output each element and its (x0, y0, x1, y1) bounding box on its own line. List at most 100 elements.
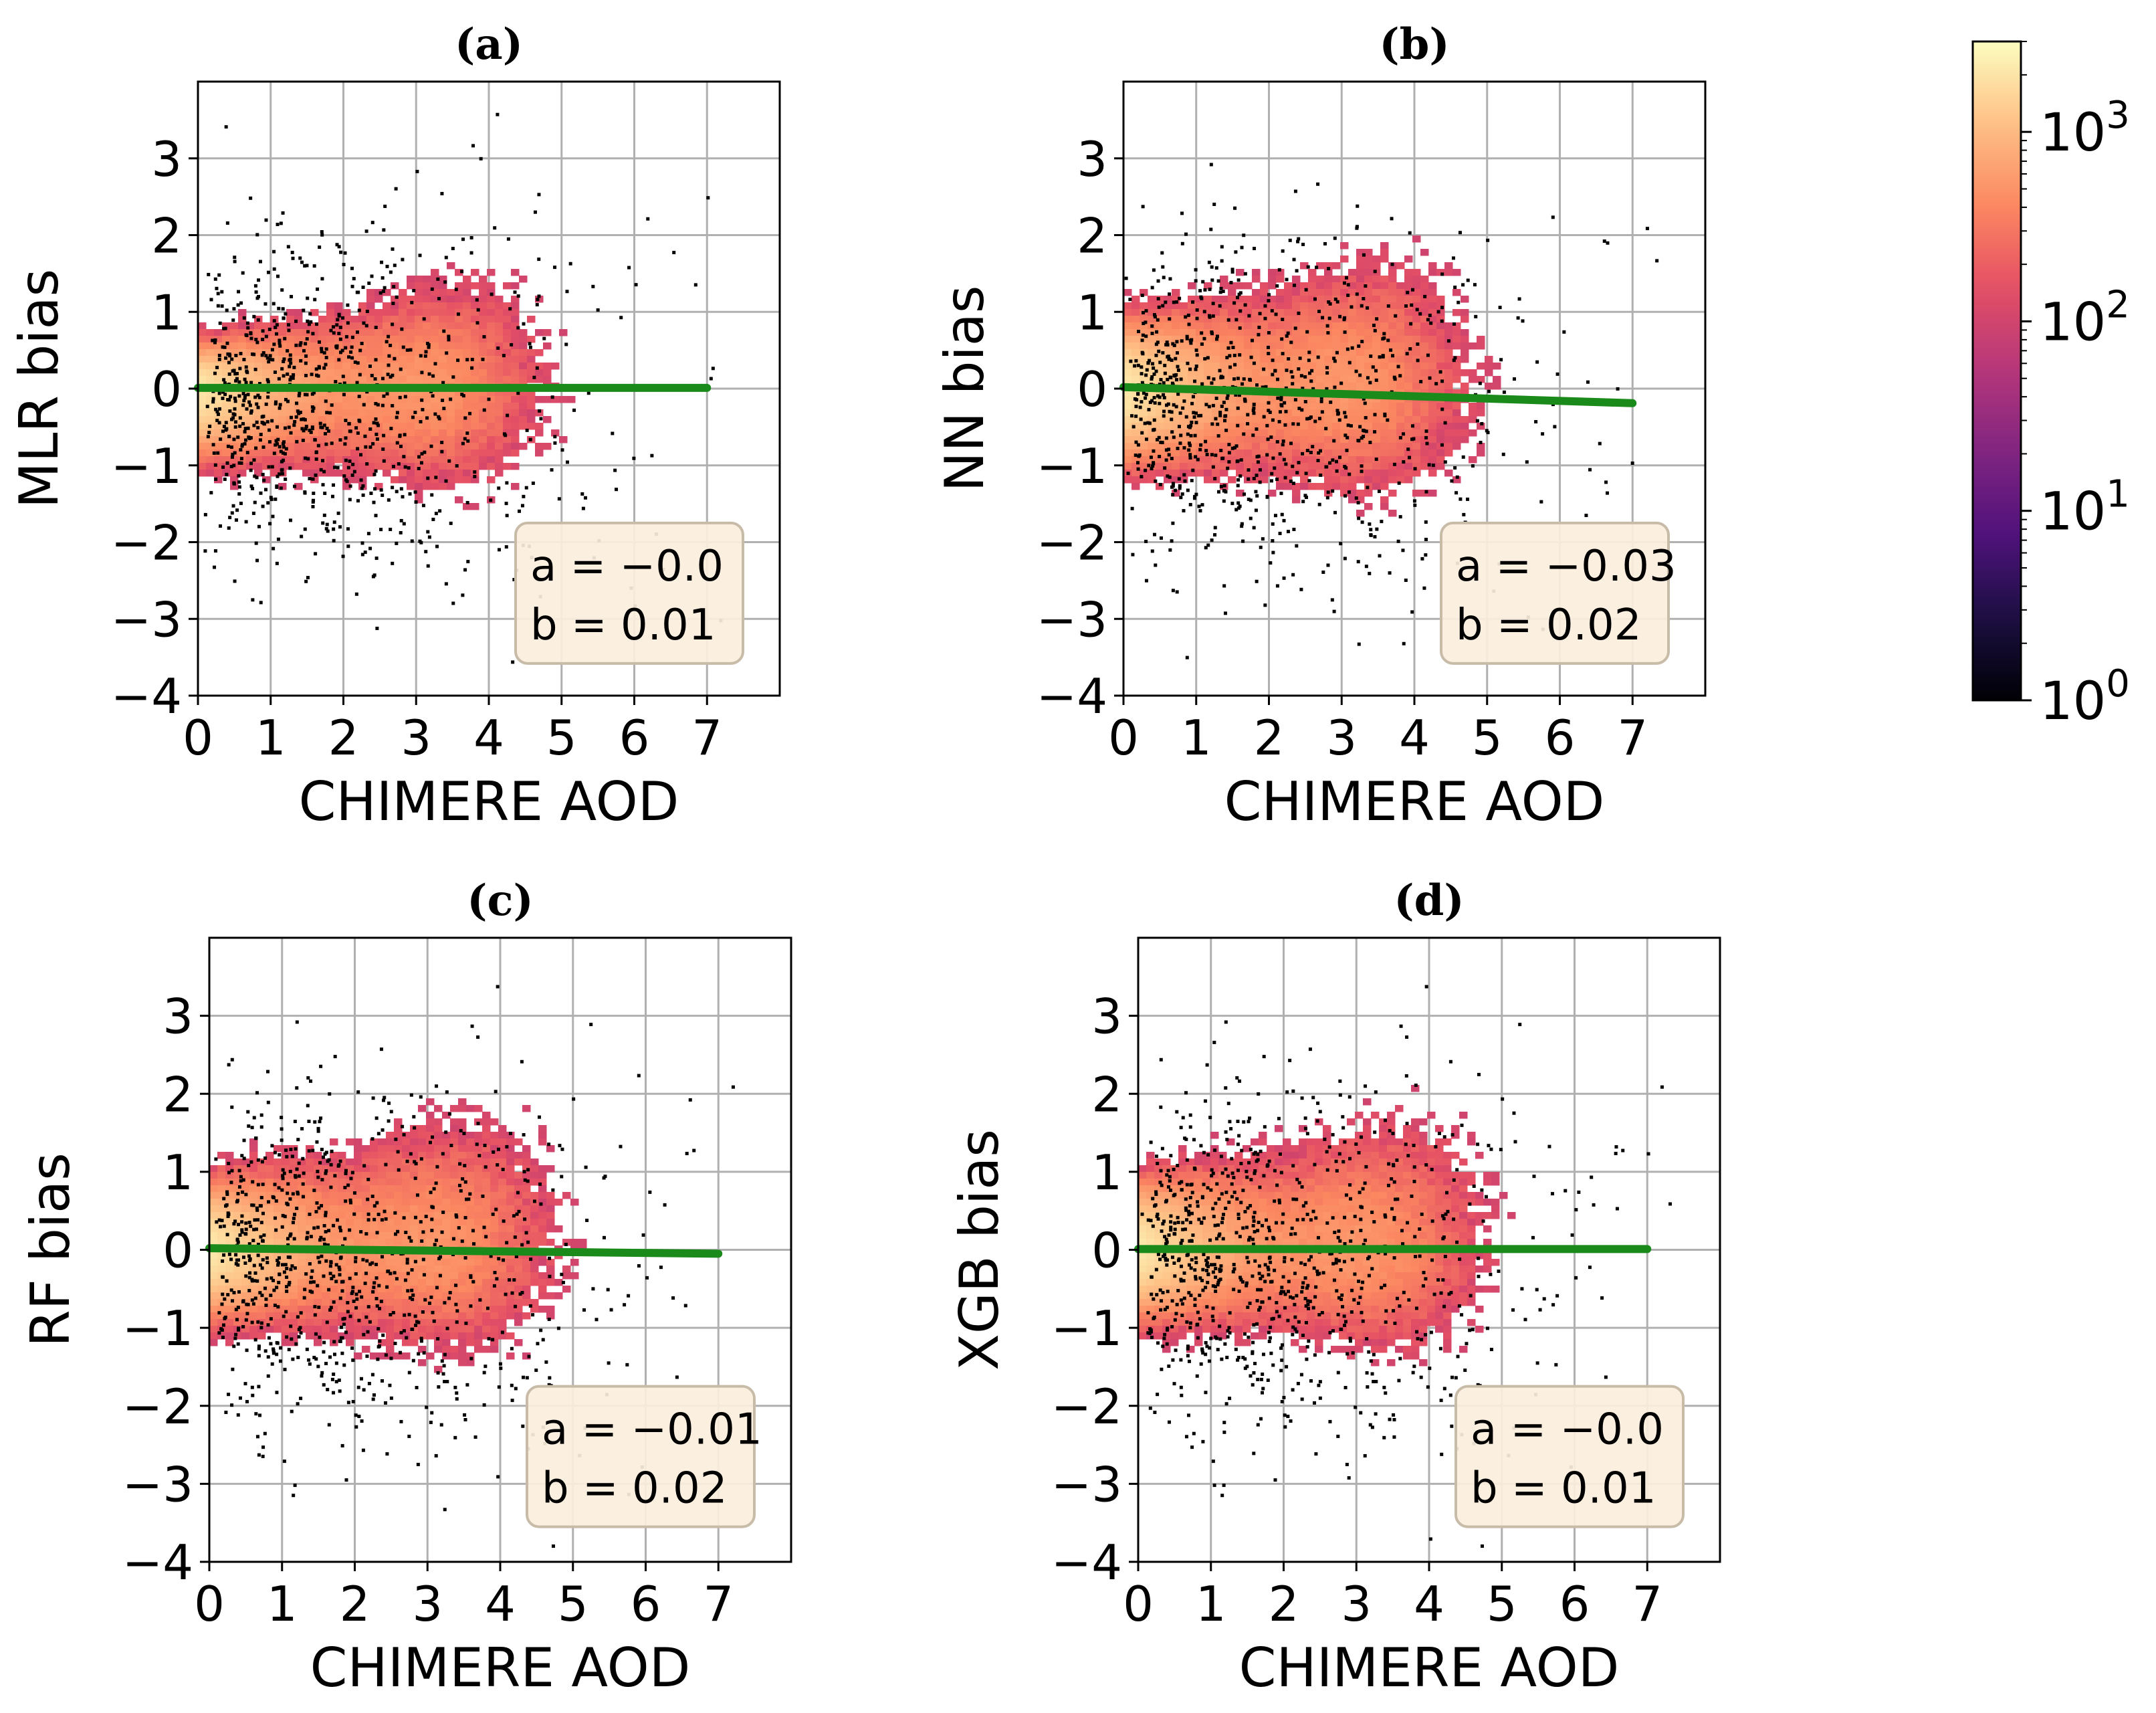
scatter-point (230, 511, 234, 515)
scatter-point (391, 247, 395, 251)
density-cell (278, 409, 287, 417)
scatter-point (1271, 359, 1275, 363)
scatter-point (361, 493, 365, 497)
density-cell (198, 463, 207, 470)
density-cell (1292, 449, 1301, 457)
scatter-point (1358, 425, 1362, 429)
scatter-point (255, 402, 259, 406)
density-cell (479, 416, 488, 423)
density-cell (354, 1286, 362, 1293)
density-cell (306, 1312, 314, 1320)
density-cell (1364, 403, 1373, 410)
density-cell (322, 1192, 330, 1199)
density-cell (479, 309, 488, 316)
density-cell (362, 1225, 370, 1233)
density-cell (246, 376, 255, 383)
density-cell (431, 296, 439, 303)
scatter-point (1269, 479, 1273, 483)
density-cell (1420, 309, 1429, 316)
density-cell (519, 389, 528, 397)
scatter-point (320, 233, 324, 237)
density-cell (1292, 282, 1301, 290)
density-cell (254, 416, 263, 423)
density-cell (463, 302, 471, 310)
density-cell (415, 376, 423, 383)
density-cell (362, 1239, 370, 1246)
density-cell (222, 429, 231, 437)
density-cell (447, 409, 455, 417)
density-cell (519, 342, 528, 350)
density-cell (1316, 329, 1325, 336)
density-cell (1436, 342, 1445, 350)
density-cell (1356, 249, 1365, 256)
y-tick-label: 3 (1077, 131, 1107, 187)
scatter-point (391, 373, 395, 377)
density-cell (241, 1199, 250, 1206)
scatter-point (1427, 463, 1431, 467)
scatter-point (280, 367, 284, 371)
density-cell (1172, 309, 1180, 316)
scatter-point (1233, 206, 1237, 210)
scatter-point (1366, 376, 1370, 380)
density-cell (455, 342, 463, 350)
density-cell (415, 463, 423, 470)
density-cell (1260, 349, 1269, 357)
scatter-point (431, 374, 435, 378)
density-cell (1292, 456, 1301, 464)
density-cell (415, 389, 423, 397)
density-cell (238, 436, 247, 443)
scatter-point (234, 518, 238, 522)
density-cell (1172, 369, 1180, 377)
density-cell (439, 483, 447, 490)
density-cell (1420, 456, 1429, 464)
density-cell (306, 1165, 314, 1173)
density-cell (1156, 389, 1164, 397)
density-cell (241, 1185, 250, 1193)
density-cell (1461, 296, 1469, 303)
scatter-point (1401, 548, 1405, 552)
density-cell (511, 436, 520, 443)
density-cell (230, 349, 239, 357)
density-cell (1372, 396, 1381, 403)
density-cell (1308, 416, 1317, 423)
scatter-point (373, 487, 377, 491)
scatter-point (286, 245, 290, 249)
density-cell (1236, 336, 1245, 343)
density-cell (1228, 396, 1236, 403)
scatter-point (341, 375, 345, 379)
density-cell (298, 1205, 306, 1213)
density-cell (1156, 409, 1164, 417)
scatter-point (1551, 215, 1555, 219)
density-cell (338, 1199, 346, 1206)
density-cell (1244, 363, 1253, 370)
density-cell (322, 1266, 330, 1273)
density-cell (1469, 409, 1477, 417)
density-cell (447, 329, 455, 336)
density-cell (1260, 282, 1269, 290)
scatter-point (1317, 417, 1321, 421)
density-cell (1461, 389, 1469, 397)
density-cell (225, 1286, 234, 1293)
density-cell (447, 403, 455, 410)
scatter-point (411, 415, 415, 419)
density-cell (282, 1306, 290, 1313)
density-cell (1332, 376, 1341, 383)
density-cell (1308, 403, 1317, 410)
density-cell (354, 1259, 362, 1266)
density-cell (1284, 316, 1293, 323)
scatter-point (358, 348, 362, 352)
scatter-point (1255, 455, 1259, 459)
density-cell (1356, 429, 1365, 437)
density-cell (407, 342, 415, 350)
density-cell (1284, 322, 1293, 330)
density-cell (334, 423, 343, 430)
density-cell (1188, 342, 1196, 350)
scatter-point (1452, 359, 1456, 363)
density-cell (278, 336, 287, 343)
scatter-point (381, 377, 385, 381)
scatter-point (368, 427, 372, 431)
scatter-point (217, 273, 221, 277)
density-cell (487, 376, 496, 383)
scatter-point (1247, 477, 1251, 481)
density-cell (338, 1212, 346, 1219)
